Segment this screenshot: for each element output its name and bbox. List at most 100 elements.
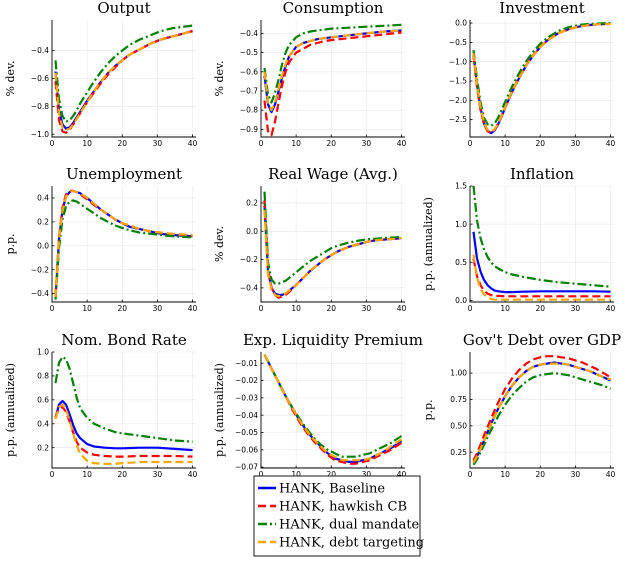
- panel-title: Real Wage (Avg.): [268, 165, 398, 183]
- y-axis-label: p.p. (annualized): [422, 197, 435, 291]
- panel-real-wage-avg: 0 10 20 30 40 0.2 0.0 −0.2 −0.4 Real Wage (Avg.)%…: [213, 165, 406, 313]
- x-tick-label: 10: [82, 304, 92, 313]
- series-line-hank-baseline: [54, 399, 193, 452]
- x-tick-label: 40: [397, 304, 407, 313]
- series-line-hank-dual-mandate: [472, 185, 611, 288]
- x-tick-label: 40: [606, 470, 616, 479]
- y-tick-label: 0.6: [37, 395, 49, 404]
- panel-title: Unemployment: [66, 165, 182, 183]
- panel-title: Inflation: [510, 165, 574, 183]
- y-tick-label: −0.6: [31, 74, 49, 83]
- x-tick-label: 20: [117, 470, 127, 479]
- x-tick-label: 0: [50, 304, 55, 313]
- series-line-hank-hawkish-cb: [472, 258, 611, 298]
- legend-label-hank-hawkish-cb: HANK, hawkish CB: [279, 500, 407, 515]
- axis-frame: [51, 352, 196, 469]
- series-line-hank-debt-targeting: [263, 354, 403, 462]
- y-axis-label: % dev.: [213, 226, 226, 262]
- x-tick-label: 0: [468, 139, 473, 148]
- panel-inflation: 0 10 20 30 40 1.5 1.0 0.5 0.0 Inflation p.p. (annu…: [422, 165, 615, 313]
- y-tick-label: 0.25: [450, 448, 467, 457]
- x-tick-label: 10: [291, 139, 301, 148]
- y-tick-label: −1.0: [31, 130, 49, 139]
- y-tick-label: −0.5: [449, 38, 467, 47]
- axis-frame: [260, 352, 405, 469]
- y-tick-label: −0.03: [235, 393, 258, 402]
- y-tick-label: 0.4: [37, 194, 49, 203]
- y-tick-label: −0.06: [235, 445, 258, 454]
- y-tick-label: 0.8: [37, 372, 49, 381]
- y-tick-label: −0.07: [235, 463, 258, 472]
- x-tick-label: 20: [117, 139, 127, 148]
- y-tick-label: 1.5: [455, 182, 467, 191]
- axis-frame: [469, 352, 614, 469]
- series-line-hank-debt-targeting: [472, 362, 611, 464]
- x-tick-label: 20: [326, 139, 336, 148]
- y-axis-label: p.p.: [4, 233, 17, 254]
- series-line-hank-dual-mandate: [263, 354, 403, 458]
- legend-box: [253, 475, 421, 557]
- y-tick-label: −0.5: [240, 48, 258, 57]
- series-line-hank-debt-targeting: [472, 254, 611, 301]
- series-line-hank-hawkish-cb: [472, 355, 612, 462]
- panel-output: 0 10 20 30 40 −1.0 −0.8 −0.6 −0.4 Output % dev.: [4, 0, 197, 148]
- y-axis-label: % dev.: [4, 61, 17, 97]
- y-tick-label: 0.0: [246, 227, 258, 236]
- axis-frame: [260, 186, 405, 303]
- series-line-hank-dual-mandate: [263, 23, 402, 104]
- x-tick-label: 30: [571, 304, 581, 313]
- y-tick-label: 0.0: [37, 241, 49, 250]
- x-tick-label: 20: [326, 304, 336, 313]
- x-tick-label: 30: [571, 139, 581, 148]
- series-line-hank-baseline: [472, 22, 611, 135]
- x-tick-label: 30: [153, 304, 163, 313]
- series-line-hank-hawkish-cb: [263, 200, 402, 299]
- x-tick-label: 40: [606, 139, 616, 148]
- panel-nom-bond-rate: 0 10 20 30 40 1.0 0.8 0.6 0.4 0.2 Nom. Bond Rate p.…: [4, 331, 197, 479]
- x-tick-label: 40: [188, 470, 198, 479]
- series-line-hank-debt-targeting: [263, 209, 402, 298]
- series-line-hank-hawkish-cb: [54, 405, 193, 458]
- x-tick-label: 10: [500, 304, 510, 313]
- panel-title: Exp. Liquidity Premium: [243, 331, 423, 349]
- x-tick-label: 10: [291, 304, 301, 313]
- y-tick-label: 1.0: [455, 220, 467, 229]
- series-line-hank-debt-targeting: [54, 30, 193, 132]
- series-line-hank-dual-mandate: [472, 372, 611, 466]
- series-line-hank-debt-targeting: [472, 22, 611, 134]
- y-tick-label: 0.2: [37, 217, 49, 226]
- x-tick-label: 20: [117, 304, 127, 313]
- y-tick-label: −0.8: [31, 102, 49, 111]
- y-tick-label: −0.4: [240, 283, 258, 292]
- y-tick-label: 0.4: [37, 419, 49, 428]
- y-tick-label: −0.6: [240, 67, 258, 76]
- x-tick-label: 40: [397, 139, 407, 148]
- x-tick-label: 0: [50, 139, 55, 148]
- panel-exp-liquidity-premium: 0 10 20 30 40 −0.01 −0.02 −0.03 −0.04 −0.05 −0.06 −…: [213, 331, 423, 479]
- x-tick-label: 10: [291, 470, 301, 479]
- y-tick-label: −0.9: [240, 125, 258, 134]
- y-tick-label: 0.0: [455, 19, 467, 28]
- y-tick-label: −0.8: [240, 106, 258, 115]
- series-line-hank-dual-mandate: [263, 191, 402, 285]
- y-tick-label: 0.50: [450, 421, 467, 430]
- series-line-hank-dual-mandate: [54, 355, 193, 443]
- series-line-hank-baseline: [54, 30, 193, 130]
- x-tick-label: 20: [326, 470, 336, 479]
- series-line-hank-dual-mandate: [54, 199, 193, 300]
- series-line-hank-debt-targeting: [263, 29, 402, 112]
- axis-frame: [469, 186, 614, 303]
- x-tick-label: 40: [188, 304, 198, 313]
- x-tick-label: 10: [82, 470, 92, 479]
- y-tick-label: 0.2: [246, 199, 258, 208]
- x-tick-label: 10: [82, 139, 92, 148]
- y-tick-label: −0.01: [235, 359, 258, 368]
- y-tick-label: 0.2: [37, 443, 49, 452]
- y-tick-label: −2.0: [449, 96, 467, 105]
- series-line-hank-baseline: [263, 354, 403, 463]
- panel-title: Gov't Debt over GDP: [463, 331, 621, 349]
- panel-investment: 0 10 20 30 40 0.0 −0.5 −1.0 −1.5 −2.0 −2.5 Investme…: [449, 0, 616, 148]
- y-tick-label: 1.00: [450, 369, 467, 378]
- panel-unemployment: 0 10 20 30 40 0.4 0.2 0.0 −0.2 −0.4 Unemployment p.…: [4, 165, 197, 313]
- x-tick-label: 0: [259, 470, 264, 479]
